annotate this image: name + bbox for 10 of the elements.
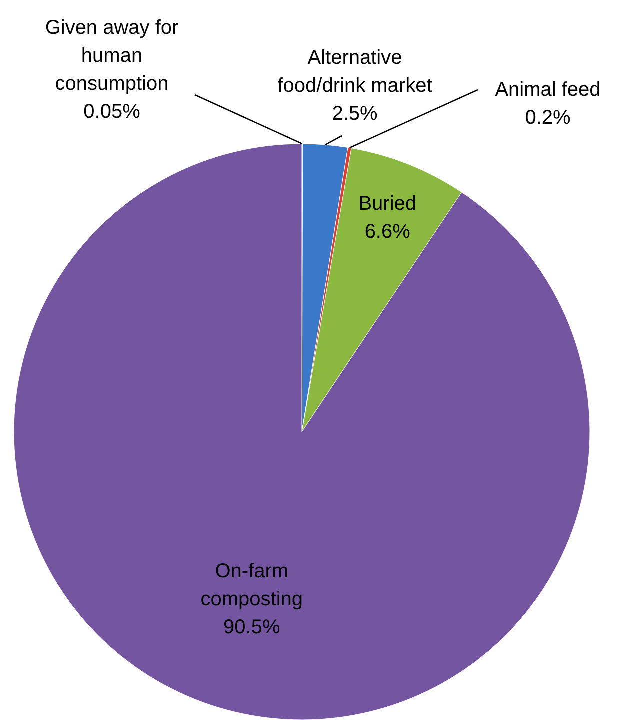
data-label: 0.2%: [525, 107, 572, 129]
data-label: 90.5%: [224, 616, 280, 638]
data-label: 2.5%: [332, 103, 378, 125]
slice-label: Buried: [358, 193, 417, 216]
data-label: 0.05%: [84, 101, 141, 123]
slice-label: On-farm composting: [200, 560, 304, 610]
slice-label: Alternative food/drink market: [278, 47, 433, 97]
data-label: 6.6%: [364, 221, 411, 244]
slice-label: Given away for human consumption: [45, 17, 180, 95]
slice-label: Animal feed: [495, 79, 601, 101]
